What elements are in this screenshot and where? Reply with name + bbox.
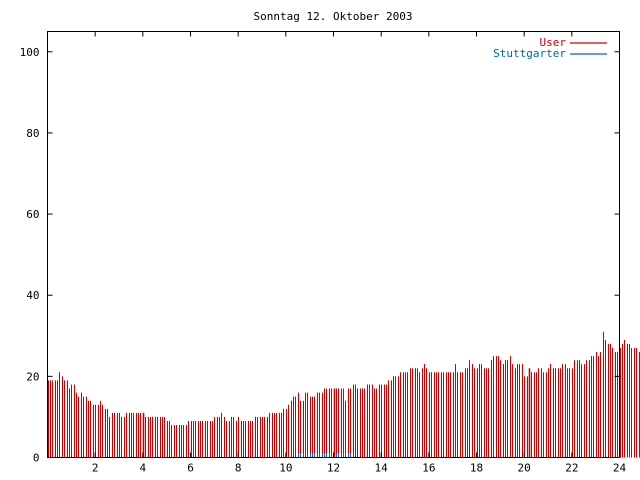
- legend: User Stuttgarter: [493, 36, 607, 60]
- x-tick-label: 2: [92, 462, 99, 475]
- y-tick-label: 0: [33, 452, 40, 465]
- x-tick-label: 22: [565, 462, 578, 475]
- y-tick-label: 100: [20, 46, 40, 59]
- plot-frame: [47, 31, 620, 458]
- y-tick-label: 20: [26, 370, 39, 383]
- y-tick-label: 80: [26, 127, 39, 140]
- x-tick-label: 12: [327, 462, 340, 475]
- x-tick-label: 14: [375, 462, 389, 475]
- highlight-spikes: [142, 368, 531, 458]
- chart-title: Sonntag 12. Oktober 2003: [254, 10, 413, 23]
- series-stuttgarter-bars: [298, 453, 351, 458]
- x-axis-tick-labels: 2 4 6 8 10 12 14 16 18 20 22 24: [92, 462, 627, 475]
- x-tick-label: 20: [518, 462, 531, 475]
- y-axis-tick-labels: 0 20 40 60 80 100: [20, 46, 40, 465]
- series-user-bars: [48, 331, 640, 458]
- x-tick-label: 4: [140, 462, 147, 475]
- x-tick-label: 16: [422, 462, 435, 475]
- x-tick-label: 18: [470, 462, 483, 475]
- x-tick-label: 6: [187, 462, 194, 475]
- x-tick-label: 10: [279, 462, 292, 475]
- legend-user-label: User: [540, 36, 567, 49]
- axis-ticks: [47, 31, 620, 458]
- y-tick-label: 40: [26, 289, 39, 302]
- legend-stuttgarter-label: Stuttgarter: [493, 47, 566, 60]
- x-tick-label: 24: [613, 462, 627, 475]
- x-tick-label: 8: [235, 462, 242, 475]
- y-tick-label: 60: [26, 208, 39, 221]
